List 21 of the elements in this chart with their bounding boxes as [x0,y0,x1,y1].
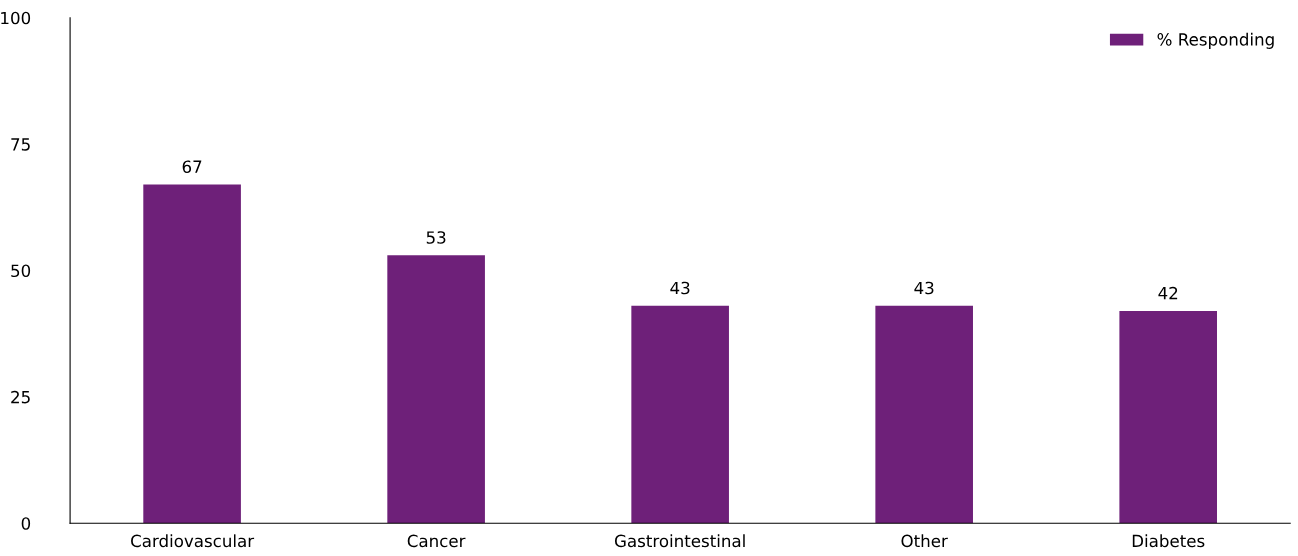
bar [143,184,241,524]
data-label: 43 [670,281,690,295]
y-tick-label: 0 [21,517,31,530]
y-tick-label: 100 [1,11,31,25]
bar [1119,310,1217,524]
x-tick-label: Gastrointestinal [614,534,745,548]
data-label: 53 [426,231,446,244]
x-tick-label: Diabetes [1132,534,1205,548]
data-label: 67 [182,160,202,174]
x-tick-label: Other [901,534,948,548]
legend-label: % Responding [1157,32,1274,49]
bar [631,305,729,524]
x-tick-label: Cancer [407,534,466,548]
y-tick-label: 25 [11,390,30,404]
bar [875,305,973,524]
y-tick-label: 75 [11,138,30,151]
data-label: 43 [914,281,934,295]
y-tick-label: 50 [11,264,31,278]
x-tick-label: Cardiovascular [131,534,255,548]
bar [387,255,485,524]
data-label: 42 [1158,286,1178,300]
